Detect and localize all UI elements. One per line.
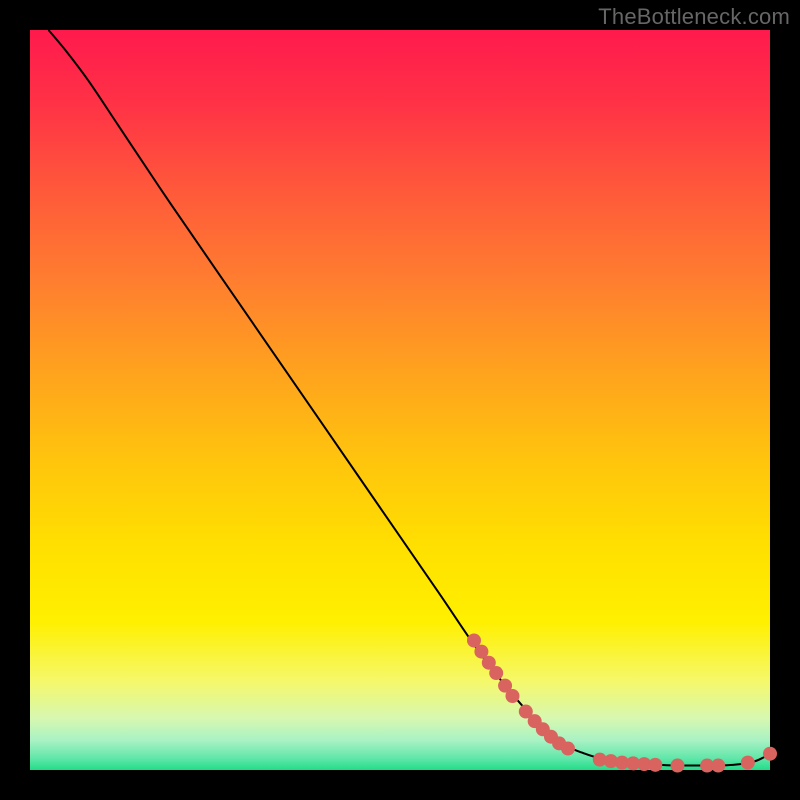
data-marker bbox=[763, 747, 777, 761]
data-marker bbox=[505, 689, 519, 703]
data-marker bbox=[489, 666, 503, 680]
data-marker bbox=[671, 759, 685, 773]
data-marker bbox=[561, 742, 575, 756]
data-marker bbox=[711, 759, 725, 773]
chart-stage: TheBottleneck.com bbox=[0, 0, 800, 800]
data-marker bbox=[741, 756, 755, 770]
data-marker bbox=[648, 758, 662, 772]
bottleneck-chart bbox=[0, 0, 800, 800]
plot-background bbox=[30, 30, 770, 770]
